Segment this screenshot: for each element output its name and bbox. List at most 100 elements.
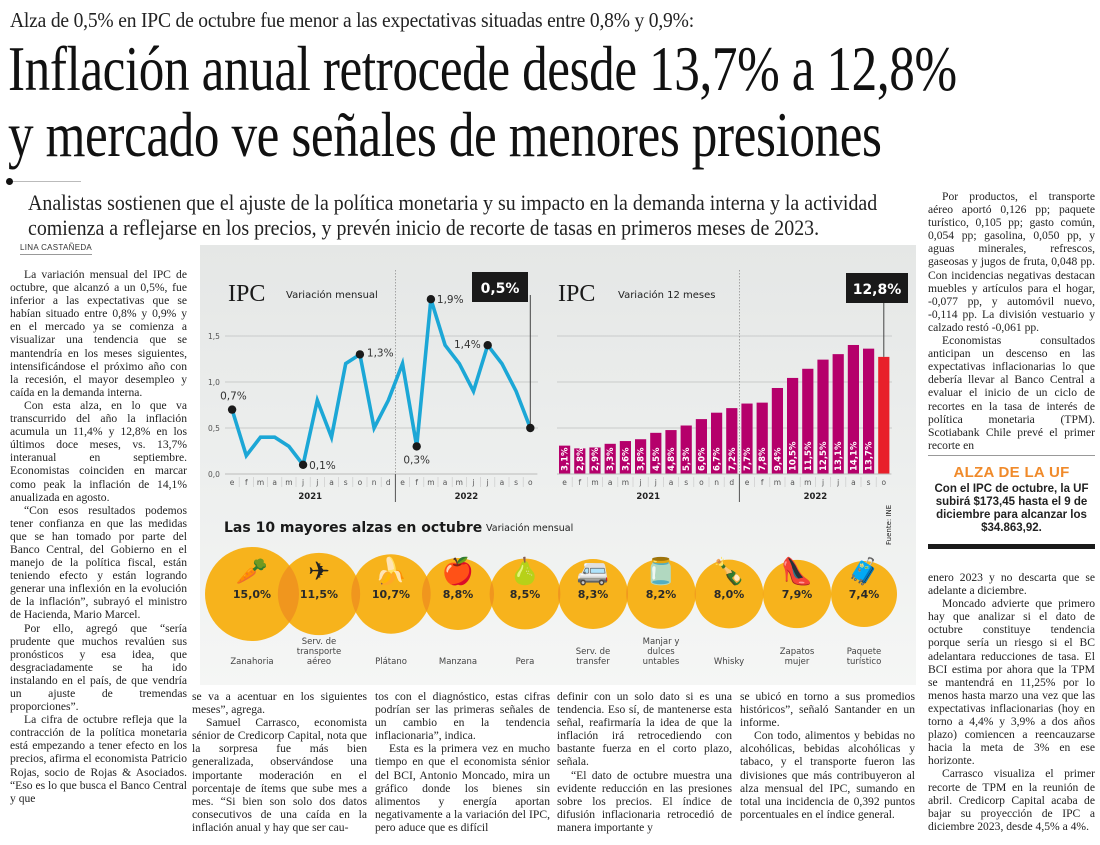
paragraph: Con esta alza, en lo que va transcurrido…	[10, 398, 187, 504]
line-chart-year-label: 2022	[455, 492, 479, 502]
paragraph: tos con el diagnóstico, estas cifras pod…	[375, 690, 550, 743]
bubble-value: 7,4%	[849, 588, 880, 601]
bar-chart-month-label: m	[622, 478, 629, 487]
bar-chart-month-label: d	[729, 478, 734, 487]
bar-chart-bar	[726, 408, 738, 474]
bar-chart-callout-value: 12,8%	[853, 282, 902, 298]
bar-chart-value-label: 13,7%	[865, 441, 875, 471]
line-chart-point	[298, 460, 308, 469]
paragraph: Por productos, el transporte aéreo aport…	[928, 190, 1095, 334]
paragraph: “El dato de octubre muestra una evidente…	[557, 768, 732, 834]
line-chart-month-label: f	[245, 478, 248, 487]
bottle-icon: 🍾	[713, 556, 745, 587]
line-chart-month-label: n	[372, 478, 377, 487]
line-chart-point-label: 1,4%	[454, 339, 481, 351]
bar-chart-month-label: m	[591, 478, 598, 487]
bubble-name: Pera	[516, 657, 535, 667]
paragraph: Por ello, agregó que “sería prudente que…	[10, 621, 187, 714]
bar-chart-bar	[574, 448, 586, 474]
bubble-apple	[422, 558, 494, 630]
headline-line-2: y mercado ve señales de menores presione…	[8, 99, 882, 170]
bar-chart-bar	[635, 439, 647, 474]
bar-chart-bar	[878, 356, 890, 474]
bar-chart-value-label: 6,0%	[697, 447, 707, 471]
jar-icon: 🫙	[645, 556, 677, 587]
bar-chart-value-label: 10,5%	[789, 441, 799, 471]
bar-chart-bar	[741, 403, 753, 474]
paragraph: Con todo, alimentos y bebidas no alcohól…	[740, 729, 915, 821]
bar-chart-year-label: 2021	[636, 492, 660, 502]
paragraph: “Con esos resultados podemos tener confi…	[10, 503, 187, 622]
bar-chart-bar	[619, 441, 631, 474]
bar-chart-value-label: 2,9%	[591, 447, 601, 471]
banana-icon: 🍌	[375, 556, 407, 587]
line-chart-month-label: o	[528, 478, 533, 487]
airplane-icon: ✈	[308, 557, 330, 587]
bar-chart-month-label: m	[774, 478, 781, 487]
line-chart-subtitle: Variación mensual	[286, 289, 378, 301]
van-icon: 🚐	[577, 557, 609, 587]
byline: LINA CASTAÑEDA	[20, 243, 93, 255]
deck-line-1: Analistas sostienen que el ajuste de la …	[28, 190, 878, 215]
traveler-icon: 🧳	[848, 556, 880, 587]
bar-chart-value-label: 5,3%	[682, 447, 692, 471]
bubble-high-heel	[762, 559, 832, 629]
bar-chart-value-label: 11,5%	[804, 441, 814, 471]
line-chart-year-label: 2021	[298, 492, 322, 502]
line-chart-point-label: 0,3%	[403, 454, 430, 466]
line-chart-month-label: d	[386, 478, 391, 487]
top10-title: Las 10 mayores alzas en octubre	[224, 520, 482, 536]
body-column-2: se va a acentuar en los siguientes meses…	[192, 690, 367, 834]
body-column-4: definir con un solo dato si es una tende…	[557, 690, 732, 834]
bubble-value: 8,0%	[714, 588, 745, 601]
bubble-name: Manjar y	[643, 637, 680, 647]
line-chart-month-label: m	[456, 478, 463, 487]
line-chart-month-label: a	[500, 478, 505, 487]
bar-chart-bar	[771, 387, 783, 474]
line-chart-point	[355, 350, 365, 359]
headline: Inflación anual retrocede desde 13,7% a …	[8, 36, 957, 168]
bar-chart-value-label: 7,8%	[758, 447, 768, 471]
line-chart-point	[227, 405, 237, 414]
line-chart-point-label: 0,7%	[220, 391, 247, 403]
top10-subtitle: Variación mensual	[486, 523, 573, 534]
bar-chart-month-label: a	[669, 478, 674, 487]
paragraph: enero 2023 y no descarta que se adelante…	[928, 571, 1095, 598]
bubble-name: Manzana	[439, 657, 477, 667]
bar-chart-month-label: a	[851, 478, 856, 487]
bar-chart-month-label: j	[821, 478, 824, 487]
kicker: Alza de 0,5% en IPC de octubre fue menor…	[10, 8, 694, 32]
line-chart-y-tick: 1,5	[208, 332, 220, 341]
body-column-right-top: Por productos, el transporte aéreo aport…	[928, 190, 1095, 452]
line-chart-point-label: 1,9%	[437, 294, 464, 306]
bubble-name: Serv. de	[576, 647, 611, 657]
bar-chart-value-label: 4,8%	[667, 447, 677, 471]
bubble-name: Paquete	[847, 647, 882, 657]
bar-chart-value-label: 7,7%	[743, 447, 753, 471]
uf-bottom-rule	[928, 544, 1095, 549]
line-chart-month-label: j	[486, 478, 489, 487]
bubble-name: aéreo	[307, 656, 331, 667]
uf-title: ALZA DE LA UF	[953, 464, 1070, 481]
bar-chart-month-label: m	[804, 478, 811, 487]
bubble-name: transfer	[576, 657, 610, 667]
bar-chart-value-label: 2,8%	[576, 447, 586, 471]
line-chart-callout-box	[472, 272, 528, 302]
paragraph: Esta es la primera vez en mucho tiempo e…	[375, 742, 550, 834]
line-chart-series	[230, 298, 532, 469]
apple-icon: 🍎	[442, 555, 474, 587]
bar-chart-year-label: 2022	[804, 492, 828, 502]
bubble-carrot	[205, 547, 299, 641]
bubble-name: Plátano	[375, 657, 407, 667]
line-chart-month-label: s	[514, 478, 518, 487]
bubble-name: transporte	[297, 647, 342, 657]
uf-sidebar-box: ALZA DE LA UF Con el IPC de octubre, la …	[928, 455, 1095, 549]
body-column-5: se ubicó en torno a sus promedios histór…	[740, 690, 915, 821]
line-chart-month-label: s	[344, 478, 348, 487]
paragraph: Carrasco visualiza el primer recorte de …	[928, 767, 1095, 833]
paragraph: Samuel Carrasco, economista sénior de Cr…	[192, 716, 367, 834]
headline-line-1: Inflación anual retrocede desde 13,7% a …	[8, 33, 957, 104]
bar-chart-month-label: e	[562, 478, 567, 487]
line-chart-month-label: m	[427, 478, 434, 487]
